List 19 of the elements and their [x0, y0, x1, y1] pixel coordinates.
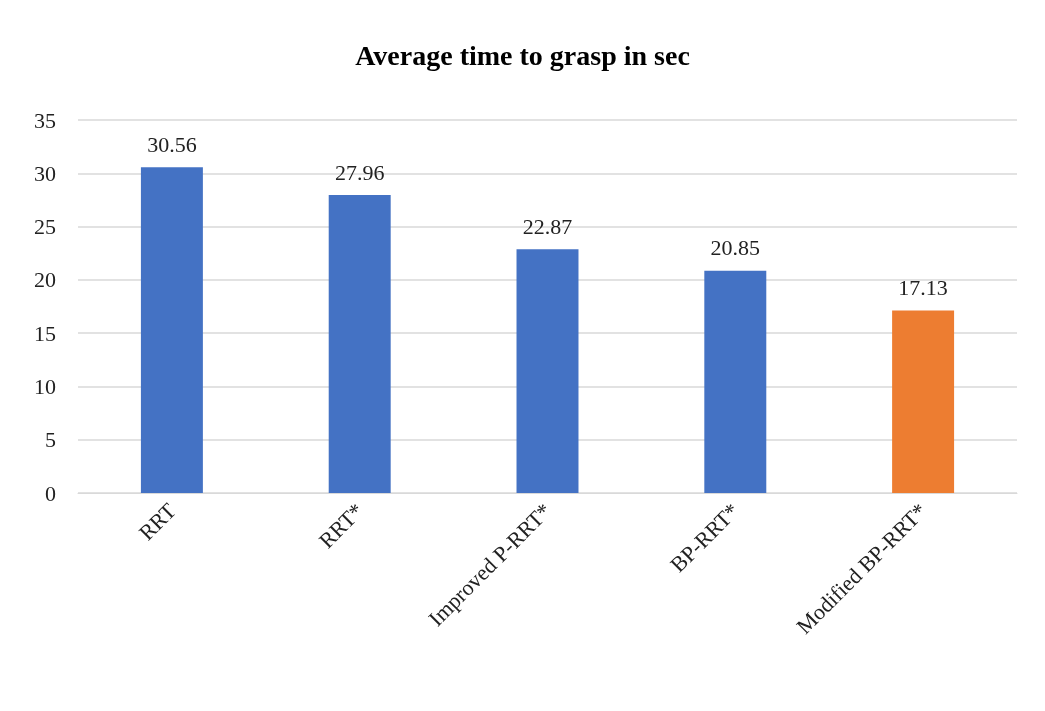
data-label: 30.56	[147, 131, 197, 157]
data-label: 22.87	[522, 213, 573, 239]
bar	[704, 270, 767, 493]
y-tick-label: 0	[45, 480, 56, 506]
y-tick-label: 5	[45, 427, 56, 453]
y-tick-label: 15	[34, 320, 56, 346]
chart-title: Average time to grasp in sec	[355, 39, 690, 71]
bar	[516, 249, 579, 493]
data-label: 17.13	[898, 274, 948, 300]
data-label: 20.85	[710, 235, 761, 261]
y-tick-label: 20	[34, 267, 56, 293]
bar	[328, 195, 391, 493]
y-tick-label: 30	[34, 160, 56, 186]
y-tick-label: 25	[34, 214, 56, 240]
bar	[140, 167, 203, 493]
bar	[892, 310, 955, 493]
y-tick-label: 10	[34, 373, 56, 399]
data-label: 27.96	[334, 159, 385, 185]
y-tick-label: 35	[34, 107, 56, 133]
